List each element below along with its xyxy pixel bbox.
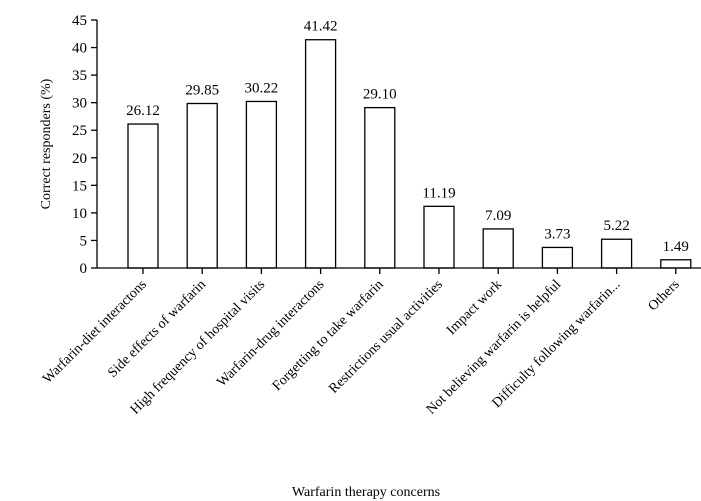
data-label: 29.85 <box>185 82 219 98</box>
y-tick-label: 35 <box>72 68 87 84</box>
bar <box>304 39 337 269</box>
bar <box>245 100 278 269</box>
category-label: Others <box>646 277 683 314</box>
data-label: 26.12 <box>126 103 160 119</box>
y-tick-label: 5 <box>80 233 88 249</box>
category-label: Side effects of warfarin <box>105 277 209 381</box>
y-tick-label: 45 <box>72 13 87 29</box>
data-label: 1.49 <box>663 239 689 255</box>
data-label: 3.73 <box>544 226 570 242</box>
y-axis-title: Correct responders (%) <box>39 78 54 209</box>
category-label: Difficulty following warfarin... <box>490 277 624 411</box>
bar <box>364 106 396 269</box>
data-label: 41.42 <box>304 19 338 35</box>
x-axis-title: Warfarin therapy concerns <box>292 485 440 500</box>
category-label: Forgetting to take warfarin <box>270 277 387 394</box>
y-tick-label: 0 <box>80 261 88 277</box>
category-label: Warfarin-diet interactons <box>40 277 150 387</box>
data-label: 29.10 <box>363 87 397 103</box>
y-tick-label: 15 <box>72 178 87 194</box>
bars-group <box>127 39 692 269</box>
bar <box>186 102 218 269</box>
y-tick-label: 10 <box>72 206 87 222</box>
y-tick-label: 40 <box>72 41 87 57</box>
bar <box>541 246 574 269</box>
y-tick-label: 20 <box>72 151 87 167</box>
bar <box>600 238 633 269</box>
data-label: 7.09 <box>485 208 511 224</box>
data-label: 5.22 <box>603 218 629 234</box>
bar <box>127 123 159 269</box>
category-label: Warfarin-drug interactons <box>215 277 328 390</box>
y-tick-label: 30 <box>72 96 87 112</box>
bar <box>660 259 692 269</box>
category-label: Impact work <box>444 277 505 338</box>
data-label: 11.19 <box>422 185 455 201</box>
data-label: 30.22 <box>245 80 279 96</box>
category-label: Restrictions usual activities <box>326 277 445 396</box>
y-axis: 0 5 10 15 20 25 30 35 40 45 <box>72 13 98 277</box>
y-tick-label: 25 <box>72 123 87 139</box>
x-axis <box>97 267 701 274</box>
bar <box>423 205 455 269</box>
data-labels-group: 26.12 29.85 30.22 41.42 29.10 11.19 7.09 3.73 5.… <box>126 19 689 255</box>
bar <box>482 228 514 269</box>
